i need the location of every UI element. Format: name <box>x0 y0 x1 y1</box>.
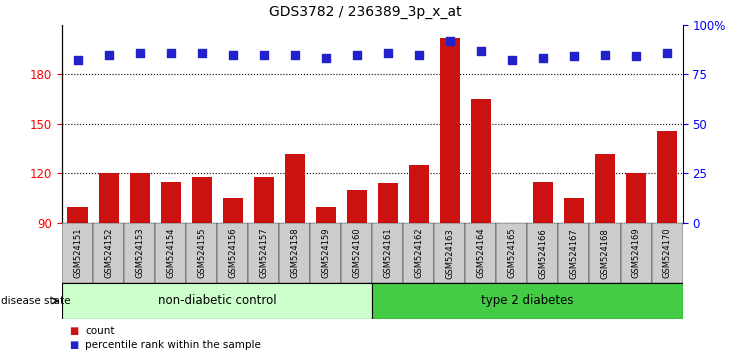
Bar <box>129 173 150 223</box>
Point <box>444 38 456 44</box>
Bar <box>471 99 491 223</box>
Bar <box>590 223 620 283</box>
Bar <box>404 223 434 283</box>
Text: GDS3782 / 236389_3p_x_at: GDS3782 / 236389_3p_x_at <box>269 5 461 19</box>
Bar <box>564 198 584 223</box>
Bar <box>186 223 218 283</box>
Text: GSM524160: GSM524160 <box>353 228 361 279</box>
Text: type 2 diabetes: type 2 diabetes <box>481 295 574 307</box>
Point <box>165 50 177 55</box>
Point <box>661 50 673 55</box>
Bar <box>439 38 460 223</box>
Point <box>258 52 269 57</box>
Bar <box>466 223 496 283</box>
Bar <box>377 183 398 223</box>
Point <box>103 52 115 57</box>
Point <box>196 50 207 55</box>
Bar <box>218 223 248 283</box>
Text: non-diabetic control: non-diabetic control <box>158 295 277 307</box>
Bar <box>528 223 558 283</box>
Bar <box>496 223 528 283</box>
Bar <box>372 283 683 319</box>
Point <box>630 54 642 59</box>
Bar <box>223 198 243 223</box>
Text: GSM524153: GSM524153 <box>135 228 144 279</box>
Point <box>413 52 425 57</box>
Bar <box>502 223 522 226</box>
Bar <box>253 177 274 223</box>
Text: GSM524158: GSM524158 <box>291 228 299 279</box>
Text: GSM524170: GSM524170 <box>663 228 672 279</box>
Bar <box>652 223 683 283</box>
Point <box>537 56 549 61</box>
Text: GSM524155: GSM524155 <box>197 228 206 278</box>
Bar <box>347 190 367 223</box>
Bar <box>62 223 93 283</box>
Bar <box>285 154 305 223</box>
Bar <box>124 223 155 283</box>
Bar <box>99 173 119 223</box>
Text: GSM524151: GSM524151 <box>73 228 82 278</box>
Text: GSM524152: GSM524152 <box>104 228 113 278</box>
Bar <box>620 223 652 283</box>
Point <box>72 58 83 63</box>
Text: GSM524165: GSM524165 <box>507 228 516 279</box>
Bar <box>434 223 466 283</box>
Text: GSM524159: GSM524159 <box>321 228 330 278</box>
Bar <box>558 223 590 283</box>
Bar <box>315 206 336 223</box>
Text: GSM524167: GSM524167 <box>569 228 578 279</box>
Text: disease state: disease state <box>1 296 71 306</box>
Bar <box>595 154 615 223</box>
Point <box>227 52 239 57</box>
Point <box>351 52 363 57</box>
Text: ■: ■ <box>69 340 79 350</box>
Text: GSM524164: GSM524164 <box>477 228 485 279</box>
Bar <box>155 223 186 283</box>
Bar <box>279 223 310 283</box>
Bar <box>626 173 646 223</box>
Point <box>134 50 145 55</box>
Text: GSM524168: GSM524168 <box>601 228 610 279</box>
Text: GSM524161: GSM524161 <box>383 228 392 279</box>
Bar <box>62 283 372 319</box>
Bar <box>310 223 342 283</box>
Text: GSM524156: GSM524156 <box>228 228 237 279</box>
Bar <box>248 223 279 283</box>
Point <box>506 58 518 63</box>
Text: GSM524169: GSM524169 <box>631 228 640 279</box>
Text: percentile rank within the sample: percentile rank within the sample <box>85 340 261 350</box>
Bar <box>409 165 429 223</box>
Point <box>289 52 301 57</box>
Bar <box>191 177 212 223</box>
Bar <box>161 182 181 223</box>
Point <box>475 48 487 53</box>
Text: GSM524166: GSM524166 <box>539 228 548 279</box>
Text: GSM524162: GSM524162 <box>415 228 423 279</box>
Bar <box>533 182 553 223</box>
Bar <box>372 223 404 283</box>
Text: GSM524163: GSM524163 <box>445 228 454 279</box>
Bar <box>342 223 372 283</box>
Text: count: count <box>85 326 115 336</box>
Point <box>599 52 611 57</box>
Bar <box>67 206 88 223</box>
Point <box>568 54 580 59</box>
Point <box>320 56 331 61</box>
Bar <box>657 131 677 223</box>
Text: GSM524154: GSM524154 <box>166 228 175 278</box>
Text: ■: ■ <box>69 326 79 336</box>
Text: GSM524157: GSM524157 <box>259 228 268 279</box>
Bar <box>93 223 124 283</box>
Point <box>382 50 393 55</box>
